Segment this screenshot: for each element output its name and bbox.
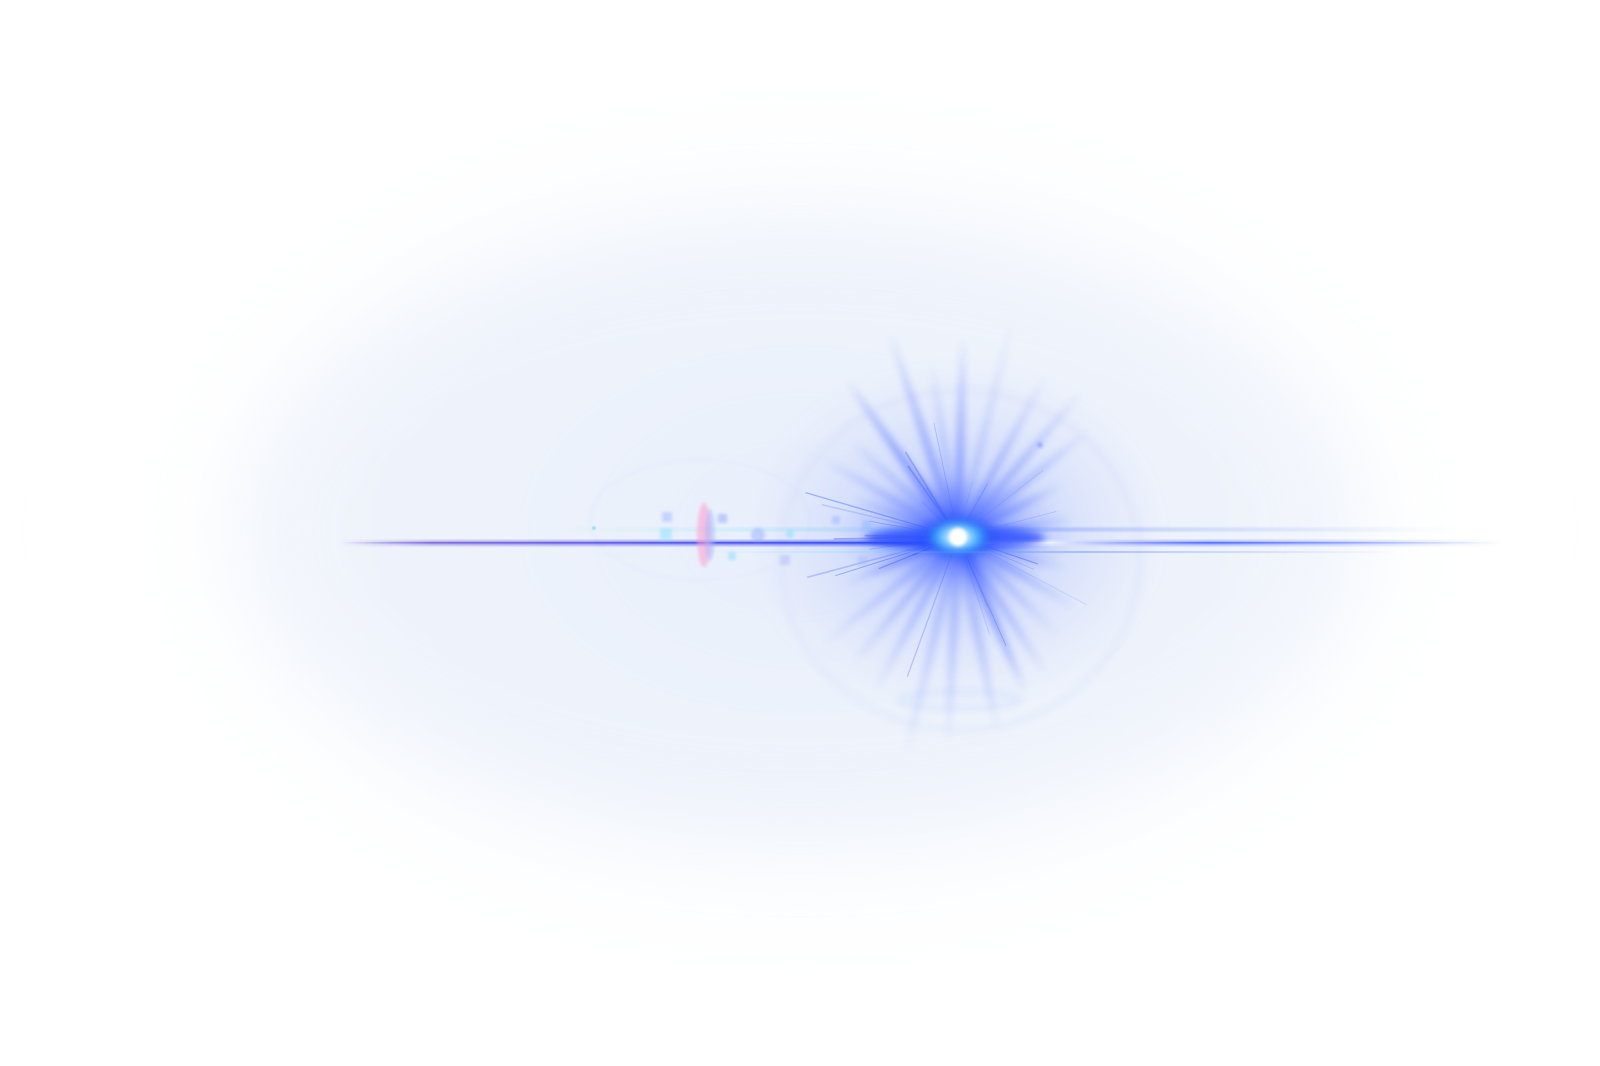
starburst-ray — [821, 532, 962, 645]
chromatic-ghosts — [592, 442, 1043, 567]
starburst-fine-ray — [906, 536, 959, 678]
starburst-ray — [889, 332, 965, 540]
starburst-ray — [846, 380, 964, 542]
starburst-ray — [955, 375, 1047, 539]
starburst-ray — [954, 532, 1060, 637]
starburst-rays — [805, 319, 1091, 758]
flare-core — [920, 515, 996, 559]
starburst-ray — [951, 337, 965, 538]
starburst-ray — [905, 535, 964, 758]
starburst-ray — [953, 391, 1082, 541]
starburst-ray — [852, 534, 961, 665]
starburst-ray — [953, 429, 1091, 543]
starburst-ray — [948, 536, 965, 744]
starburst-ray — [873, 535, 962, 695]
starburst-ray — [848, 439, 963, 543]
starburst-ray — [955, 319, 1013, 538]
starburst-ray — [950, 535, 998, 732]
starburst-ray — [822, 458, 961, 542]
